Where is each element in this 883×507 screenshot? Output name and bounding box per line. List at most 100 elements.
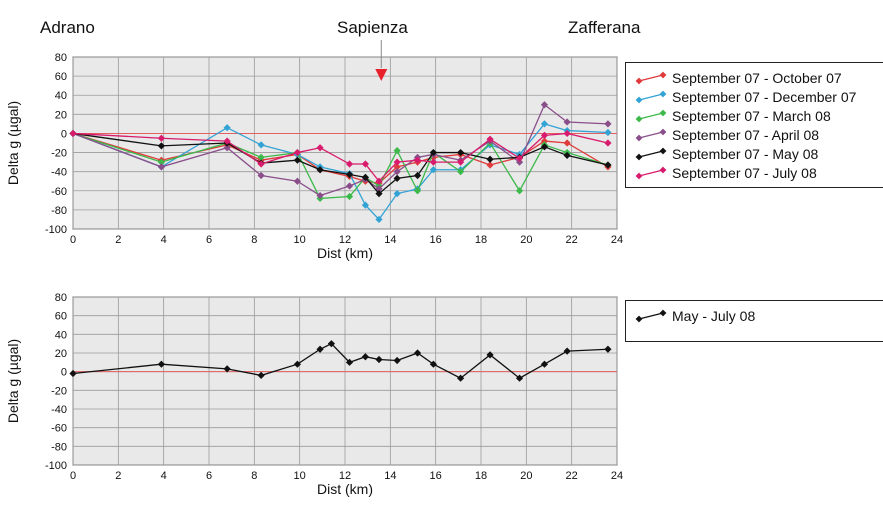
data-point	[316, 166, 324, 174]
x-tick-label: 22	[566, 234, 578, 246]
data-point	[69, 369, 77, 378]
y-tick-label: -100	[45, 460, 67, 472]
data-point	[316, 345, 324, 353]
data-point	[563, 151, 571, 160]
data-point	[393, 168, 401, 176]
y-tick-label: -40	[51, 404, 67, 416]
data-point	[604, 139, 612, 147]
y-tick-label: 80	[55, 292, 67, 304]
x-tick-label: 18	[475, 470, 487, 482]
chart-top: 0 2 4 6 8 10 12 14 16 18 20 22 24806040200-20-40-60-…	[5, 52, 623, 261]
data-point	[540, 360, 549, 368]
x-tick-label: 0	[70, 234, 76, 246]
data-point	[413, 171, 422, 180]
data-point	[486, 351, 494, 359]
series-line	[72, 132, 609, 183]
data-point	[257, 160, 265, 168]
y-tick-label: -20	[51, 385, 67, 397]
legend-entry: May - July 08	[634, 307, 755, 325]
data-point	[157, 158, 165, 166]
data-point	[293, 148, 301, 157]
data-point	[157, 163, 165, 171]
data-point	[563, 139, 571, 147]
series	[69, 129, 612, 198]
x-tick-label: 8	[251, 234, 257, 246]
legend-swatch	[635, 71, 667, 85]
legend-top: September 07 - October 07 September 07 - …	[625, 62, 883, 188]
series	[69, 101, 612, 200]
series	[69, 340, 612, 382]
data-point	[361, 201, 369, 209]
legend-label: September 07 - March 08	[672, 108, 831, 124]
data-point	[223, 124, 231, 132]
x-tick-label: 14	[384, 234, 396, 246]
y-tick-label: 40	[55, 329, 67, 341]
x-tick-label: 20	[520, 234, 532, 246]
data-point	[486, 161, 494, 169]
data-point	[361, 160, 369, 168]
data-point	[345, 182, 354, 190]
y-tick-label: 0	[61, 367, 67, 379]
y-tick-label: -100	[45, 224, 67, 236]
x-tick-label: 4	[161, 234, 167, 246]
data-point	[223, 144, 231, 152]
location-label-adrano: Adrano	[40, 18, 95, 37]
y-tick-label: 0	[61, 128, 67, 140]
y-tick-label: 20	[55, 109, 67, 121]
y-tick-label: 40	[55, 90, 67, 102]
x-tick-label: 20	[520, 470, 532, 482]
x-tick-label: 16	[430, 470, 442, 482]
y-tick-label: -80	[51, 205, 67, 217]
data-point	[361, 353, 369, 361]
y-tick-label: -20	[51, 148, 67, 160]
series	[69, 129, 612, 185]
data-point	[393, 190, 401, 198]
x-tick-label: 24	[611, 470, 623, 482]
data-point	[223, 365, 231, 373]
data-point	[429, 158, 437, 166]
data-point	[604, 120, 612, 128]
x-tick-label: 14	[384, 470, 396, 482]
series-line	[72, 123, 608, 221]
data-point	[429, 360, 437, 368]
sapienza-annotation	[375, 40, 388, 81]
legend-label: September 07 - July 08	[672, 165, 817, 181]
x-tick-label: 6	[206, 234, 212, 246]
legend-label: May - July 08	[672, 308, 756, 324]
legend-entry: September 07 - October 07	[634, 69, 842, 87]
data-point	[413, 349, 422, 357]
legend-entry: September 07 - December 07	[634, 88, 856, 106]
legend-swatch	[635, 109, 667, 123]
data-point	[316, 144, 324, 152]
data-point	[563, 118, 571, 126]
data-point	[429, 166, 437, 174]
y-tick-label: -40	[51, 167, 67, 179]
data-point	[604, 161, 612, 169]
data-point	[345, 160, 354, 168]
legend-bottom: May - July 08	[625, 300, 883, 342]
data-point	[563, 347, 571, 355]
data-point	[157, 134, 165, 142]
data-point	[457, 158, 465, 166]
data-point	[345, 192, 354, 201]
data-point	[293, 177, 301, 185]
location-label-zafferana: Zafferana	[568, 18, 641, 37]
data-point	[393, 174, 401, 182]
data-point	[257, 171, 265, 180]
data-point	[540, 101, 549, 109]
y-tick-label: -80	[51, 441, 67, 453]
data-point	[515, 187, 524, 195]
data-point	[316, 191, 324, 200]
x-tick-label: 24	[611, 234, 623, 246]
data-point	[393, 163, 401, 171]
data-point	[413, 187, 422, 195]
data-point	[563, 129, 571, 138]
legend-label: September 07 - April 08	[672, 127, 820, 143]
x-tick-label: 16	[430, 234, 442, 246]
location-label-sapienza: Sapienza	[337, 18, 408, 37]
data-point	[375, 177, 383, 185]
x-tick-label: 2	[115, 470, 121, 482]
data-point	[223, 137, 231, 145]
legend-entry: September 07 - March 08	[634, 107, 831, 125]
data-point	[361, 173, 369, 181]
